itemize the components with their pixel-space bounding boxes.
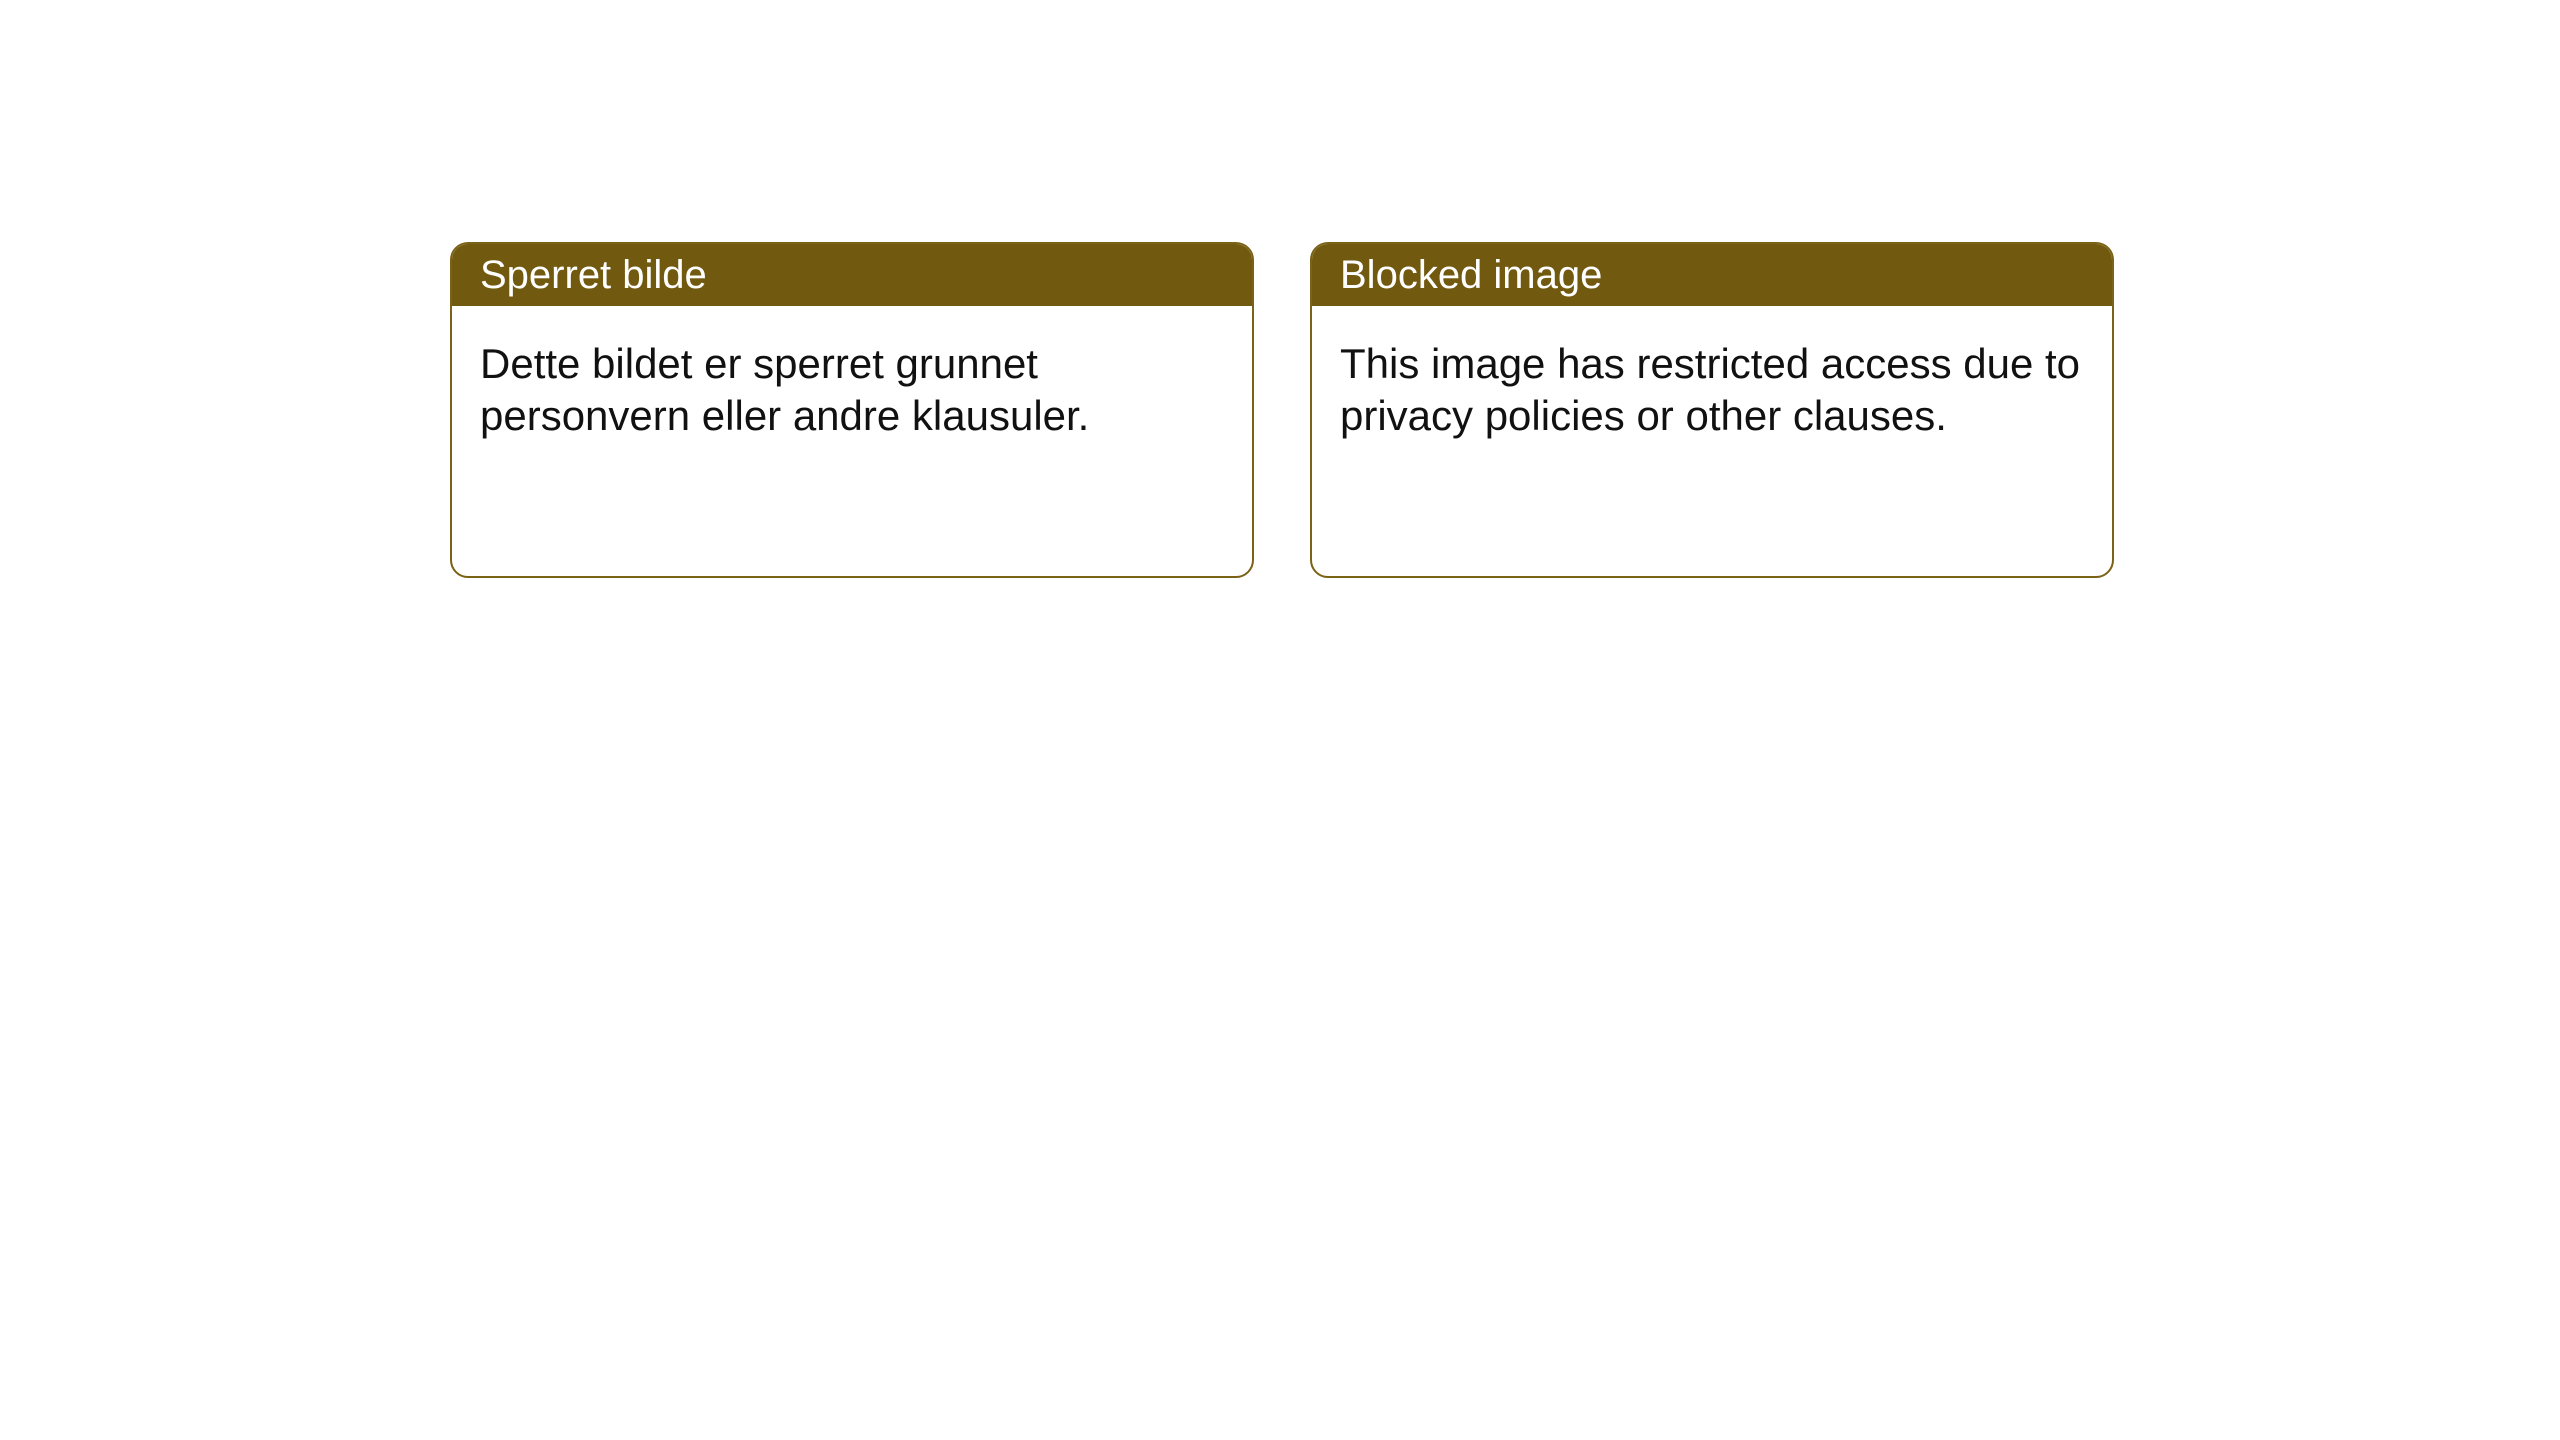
notice-card-header: Blocked image xyxy=(1312,244,2112,306)
notice-card-english: Blocked image This image has restricted … xyxy=(1310,242,2114,578)
notice-card-body: Dette bildet er sperret grunnet personve… xyxy=(452,306,1252,442)
notice-card-title: Blocked image xyxy=(1340,253,1602,298)
notice-cards-container: Sperret bilde Dette bildet er sperret gr… xyxy=(450,242,2114,578)
notice-card-norwegian: Sperret bilde Dette bildet er sperret gr… xyxy=(450,242,1254,578)
notice-card-title: Sperret bilde xyxy=(480,253,707,298)
notice-card-body: This image has restricted access due to … xyxy=(1312,306,2112,442)
notice-card-header: Sperret bilde xyxy=(452,244,1252,306)
